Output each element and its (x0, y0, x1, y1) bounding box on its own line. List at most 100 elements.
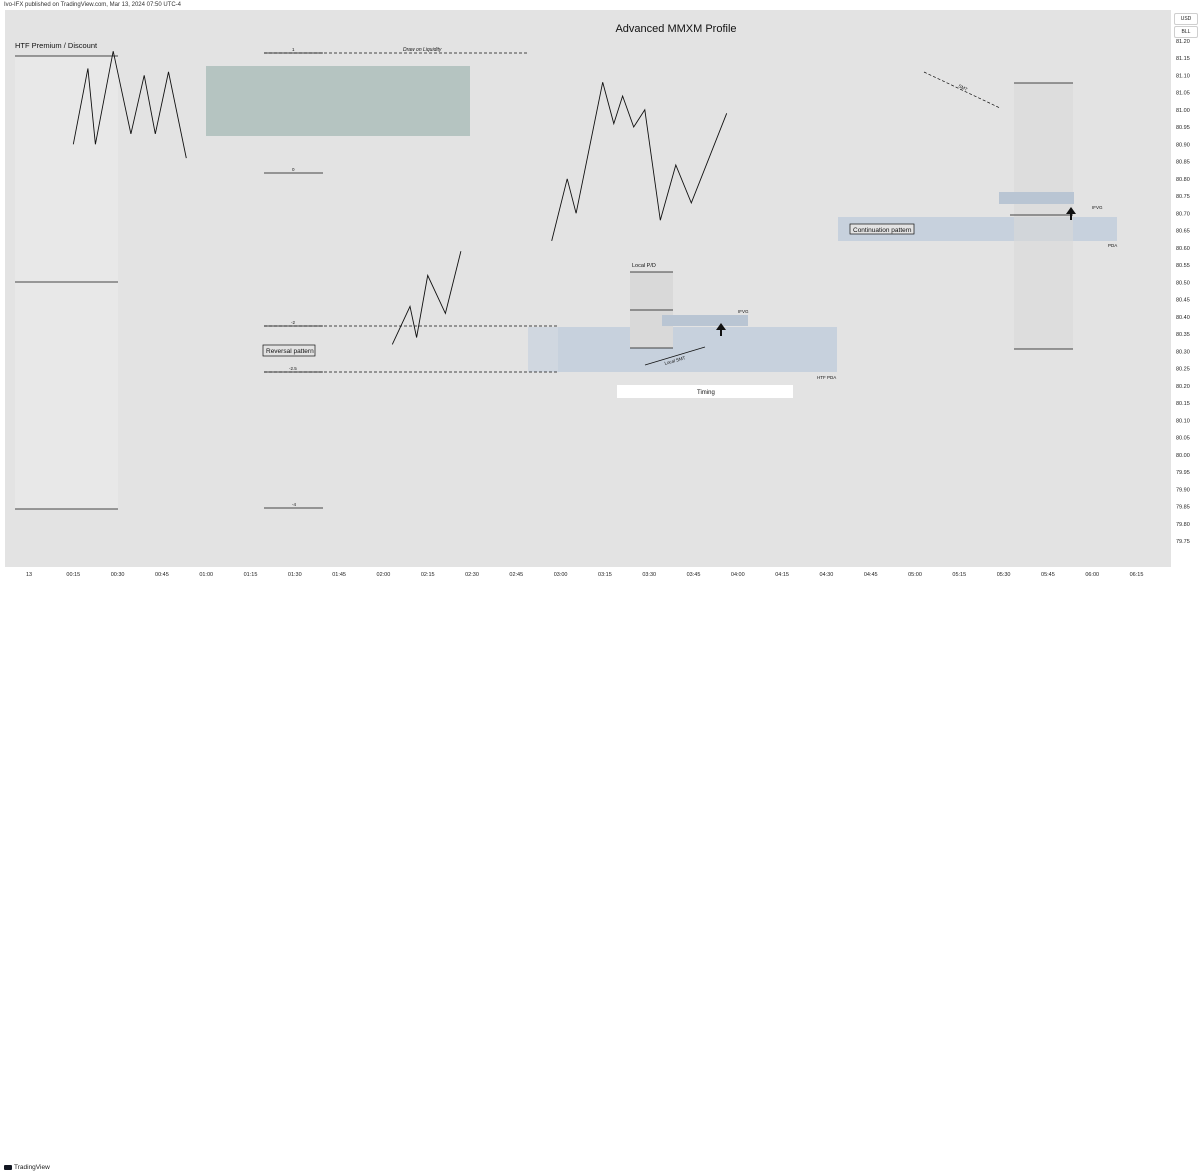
local-smt-label: Local SMT (664, 355, 686, 366)
publish-header: Ivo-IFX published on TradingView.com, Ma… (0, 0, 1200, 10)
chart-plot-area[interactable]: HTF Premium / Discount 1 Draw on Liquidi… (5, 10, 1171, 567)
x-tick-label: 04:15 (775, 572, 789, 578)
up-arrow-icon-2 (1066, 207, 1076, 220)
y-tick-label: 80.25 (1176, 367, 1190, 373)
x-tick-label: 03:15 (598, 572, 612, 578)
y-tick-label: 80.00 (1176, 453, 1190, 459)
ifvg-zone-1 (662, 315, 748, 326)
series-line-3 (551, 82, 728, 242)
y-tick-label: 80.95 (1176, 125, 1190, 131)
y-tick-label: 80.40 (1176, 315, 1190, 321)
currency-badge[interactable]: USD (1174, 13, 1198, 25)
y-tick-label: 80.20 (1176, 384, 1190, 390)
x-tick-label: 02:30 (465, 572, 479, 578)
ifvg-label-2: IFVG (1092, 205, 1103, 210)
chart-svg: HTF Premium / Discount 1 Draw on Liquidi… (15, 23, 1117, 510)
y-axis[interactable]: 81.20 81.15 81.10 81.05 81.00 80.95 80.90 80.85… (1171, 10, 1200, 567)
y-axis-svg: 81.20 81.15 81.10 81.05 81.00 80.95 80.90 80.85… (1176, 39, 1190, 545)
y-tick-label: 80.65 (1176, 229, 1190, 235)
x-axis[interactable]: 13 00:15 00:30 00:45 01:00 01:15 01:30 01:45 02:… (5, 567, 1182, 581)
x-tick-label: 00:15 (66, 572, 80, 578)
y-tick-label: 80.80 (1176, 177, 1190, 183)
y-tick-label: 81.15 (1176, 56, 1190, 62)
y-tick-label: 80.50 (1176, 280, 1190, 286)
smt-dashed-line (923, 71, 1001, 109)
y-tick-label: 80.35 (1176, 332, 1190, 338)
htf-zone (15, 56, 118, 509)
footer: TradingView (0, 581, 1200, 1171)
htf-pda-left-shade (528, 327, 558, 372)
x-tick-label: 06:00 (1085, 572, 1099, 578)
publish-info: Ivo-IFX published on TradingView.com, Ma… (4, 2, 181, 8)
x-tick-label: 13 (26, 572, 32, 578)
series-line-2 (391, 251, 462, 345)
y-tick-label: 81.05 (1176, 91, 1190, 97)
draw-on-liquidity-label: Draw on Liquidity (403, 47, 442, 53)
tradingview-logo-icon (4, 1165, 12, 1170)
tradingview-logo[interactable]: TradingView (4, 1164, 50, 1171)
x-tick-label: 02:00 (377, 572, 391, 578)
x-tick-label: 01:00 (199, 572, 213, 578)
timing-box (617, 385, 793, 398)
x-tick-label: 01:30 (288, 572, 302, 578)
x-tick-label: 02:15 (421, 572, 435, 578)
x-tick-label: 04:45 (864, 572, 878, 578)
local-smt-line (644, 346, 706, 366)
fib-neg25-label: -2.5 (289, 366, 297, 371)
y-tick-label: 81.20 (1176, 39, 1190, 45)
tradingview-brand: TradingView (14, 1164, 50, 1171)
x-tick-label: 05:15 (952, 572, 966, 578)
y-tick-label: 80.70 (1176, 211, 1190, 217)
y-tick-label: 80.05 (1176, 436, 1190, 442)
fib-1-label: 1 (292, 47, 295, 52)
x-tick-label: 06:15 (1130, 572, 1144, 578)
reversal-pattern-label: Reversal pattern (266, 348, 314, 355)
fib-neg2-label: -2 (291, 320, 295, 325)
y-tick-label: 80.75 (1176, 194, 1190, 200)
x-tick-label: 05:00 (908, 572, 922, 578)
series-layer (72, 51, 728, 345)
x-tick-label: 03:30 (642, 572, 656, 578)
x-tick-label: 04:30 (820, 572, 834, 578)
series-line-1 (72, 51, 187, 159)
fib-neg4-label: -4 (292, 502, 296, 507)
htf-pda-label: HTF PDA (817, 375, 836, 380)
y-tick-label: 80.85 (1176, 160, 1190, 166)
y-tick-label: 80.45 (1176, 298, 1190, 304)
y-tick-label: 79.85 (1176, 505, 1190, 511)
y-tick-label: 80.10 (1176, 418, 1190, 424)
y-tick-label: 79.80 (1176, 522, 1190, 528)
x-tick-label: 02:45 (509, 572, 523, 578)
x-tick-label: 05:30 (997, 572, 1011, 578)
fib-0-label: 0 (292, 167, 295, 172)
y-tick-label: 81.10 (1176, 73, 1190, 79)
y-tick-label: 79.75 (1176, 539, 1190, 545)
premium-box (206, 66, 470, 136)
pda-label: PDA (1108, 243, 1117, 248)
x-tick-label: 01:45 (332, 572, 346, 578)
timing-label: Timing (697, 390, 715, 396)
y-tick-label: 80.60 (1176, 246, 1190, 252)
x-tick-label: 00:45 (155, 572, 169, 578)
y-tick-label: 80.15 (1176, 401, 1190, 407)
up-arrow-icon (716, 323, 726, 336)
quote-badge[interactable]: BLL (1174, 26, 1198, 38)
x-axis-svg: 13 00:15 00:30 00:45 01:00 01:15 01:30 01:45 02:… (26, 572, 1182, 578)
htf-pda-zone (528, 327, 837, 372)
y-tick-label: 80.55 (1176, 263, 1190, 269)
x-tick-label: 00:30 (111, 572, 125, 578)
continuation-pattern-box (849, 223, 915, 235)
y-tick-label: 81.00 (1176, 108, 1190, 114)
y-tick-label: 80.30 (1176, 349, 1190, 355)
x-tick-label: 01:15 (244, 572, 258, 578)
reversal-pattern-box (262, 344, 316, 357)
y-tick-label: 80.90 (1176, 142, 1190, 148)
right-range-zone (1014, 83, 1073, 349)
x-tick-label: 05:45 (1041, 572, 1055, 578)
ifvg-zone-2 (999, 192, 1074, 204)
x-tick-label: 03:45 (687, 572, 701, 578)
continuation-pattern-label: Continuation pattern (853, 227, 912, 234)
local-pd-label: Local P/D (632, 263, 656, 269)
x-tick-label: 03:00 (554, 572, 568, 578)
htf-label: HTF Premium / Discount (15, 41, 98, 50)
